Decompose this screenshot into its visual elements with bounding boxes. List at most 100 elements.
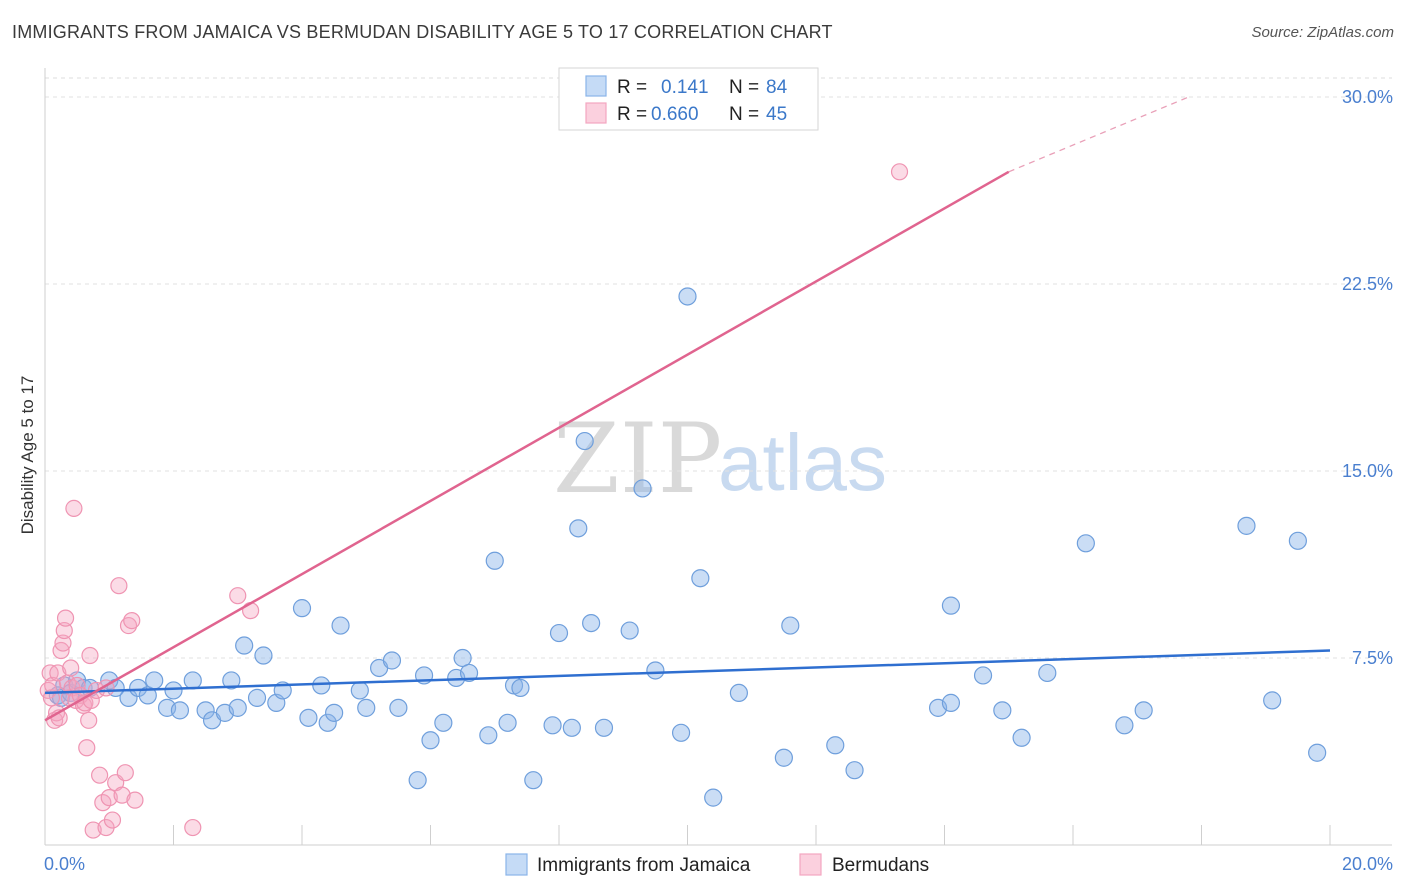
data-point-bermuda <box>113 786 131 804</box>
chart-title: IMMIGRANTS FROM JAMAICA VS BERMUDAN DISA… <box>12 22 833 42</box>
data-point-jamaica <box>1012 728 1031 747</box>
legend-r-value-bermuda: 0.660 <box>651 104 699 125</box>
legend-swatch-bermuda <box>585 102 607 124</box>
series-jamaica-points <box>48 287 1327 807</box>
data-point-jamaica <box>826 736 845 755</box>
data-point-bermuda <box>126 791 144 809</box>
data-point-jamaica <box>325 703 344 722</box>
data-point-jamaica <box>196 701 215 720</box>
data-point-jamaica <box>594 718 614 737</box>
watermark-atlas: atlas <box>718 418 887 507</box>
bottom-legend-swatch-jamaica <box>505 853 528 876</box>
y-axis-label: Disability Age 5 to 17 <box>18 376 37 535</box>
data-point-jamaica <box>145 671 164 690</box>
data-point-jamaica <box>247 688 267 707</box>
data-point-jamaica <box>382 651 402 670</box>
gridlines <box>45 77 1392 659</box>
watermark-zip: ZIP <box>553 403 722 515</box>
data-point-jamaica <box>312 676 331 695</box>
x-tick-label: 20.0% <box>1342 854 1393 874</box>
series-legend: Immigrants from Jamaica Bermudans <box>505 853 929 876</box>
y-tick-label: 15.0% <box>1342 461 1393 481</box>
data-point-jamaica <box>453 648 472 668</box>
data-point-jamaica <box>973 666 993 685</box>
y-tick-label: 7.5% <box>1352 648 1393 668</box>
data-point-jamaica <box>459 663 479 683</box>
data-point-jamaica <box>633 479 652 498</box>
data-point-bermuda <box>68 676 86 695</box>
bottom-legend-label-bermuda: Bermudans <box>832 855 929 876</box>
data-point-jamaica <box>138 686 157 705</box>
data-point-bermuda <box>56 609 75 627</box>
data-point-jamaica <box>350 681 369 700</box>
data-point-jamaica <box>691 569 710 588</box>
data-point-bermuda <box>110 577 128 595</box>
data-point-jamaica <box>1237 516 1256 535</box>
data-point-jamaica <box>774 748 793 767</box>
trend-line-bermuda <box>44 170 1010 722</box>
data-point-jamaica <box>389 698 408 717</box>
data-point-jamaica <box>183 671 202 690</box>
correlation-legend: R = 0.141 N = 84 R = 0.660 N = 45 <box>558 67 819 131</box>
y-tick-label: 30.0% <box>1342 87 1393 107</box>
data-point-jamaica <box>941 596 961 615</box>
data-point-jamaica <box>1038 663 1057 683</box>
data-point-jamaica <box>1115 716 1134 735</box>
trend-line-jamaica <box>44 649 1331 695</box>
data-point-jamaica <box>408 771 427 790</box>
data-point-jamaica <box>704 788 723 807</box>
data-point-jamaica <box>331 616 350 635</box>
data-point-jamaica <box>434 713 453 732</box>
bottom-legend-swatch-bermuda <box>799 853 822 876</box>
data-point-jamaica <box>485 551 504 570</box>
data-point-jamaica <box>235 636 254 655</box>
data-point-jamaica <box>421 731 440 750</box>
data-point-bermuda <box>103 811 122 829</box>
data-point-bermuda <box>123 611 141 630</box>
data-point-bermuda <box>119 616 138 635</box>
data-point-jamaica <box>498 713 517 732</box>
x-tick-label: 0.0% <box>44 854 85 874</box>
data-point-jamaica <box>993 701 1012 720</box>
data-point-jamaica <box>292 599 312 618</box>
data-point-bermuda <box>81 646 99 665</box>
bottom-legend-label-jamaica: Immigrants from Jamaica <box>537 855 751 876</box>
trend-lines <box>44 96 1331 722</box>
data-point-jamaica <box>318 713 337 732</box>
data-point-jamaica <box>299 708 318 727</box>
legend-n-label-jamaica: N = <box>729 77 759 98</box>
data-point-jamaica <box>1308 743 1327 762</box>
data-point-bermuda <box>54 634 72 652</box>
data-point-jamaica <box>729 683 749 703</box>
legend-swatch-jamaica <box>585 75 607 97</box>
data-point-jamaica <box>549 623 569 643</box>
data-point-jamaica <box>1263 691 1282 710</box>
data-point-bermuda <box>116 764 134 782</box>
data-point-jamaica <box>228 698 247 717</box>
data-point-bermuda <box>100 789 118 807</box>
data-point-jamaica <box>620 621 639 640</box>
legend-n-value-jamaica: 84 <box>766 77 788 98</box>
data-point-jamaica <box>646 661 665 680</box>
data-point-jamaica <box>254 646 273 665</box>
data-point-bermuda <box>890 163 909 181</box>
data-point-bermuda <box>91 766 109 784</box>
data-point-jamaica <box>1288 531 1307 550</box>
data-point-jamaica <box>781 616 800 635</box>
data-point-jamaica <box>543 716 562 735</box>
data-point-bermuda <box>80 711 98 729</box>
data-point-bermuda <box>62 659 80 677</box>
legend-r-label-bermuda: R = <box>617 104 647 125</box>
source-label: Source: ZipAtlas.com <box>1251 24 1394 41</box>
data-point-jamaica <box>845 761 864 780</box>
legend-n-value-bermuda: 45 <box>766 104 787 125</box>
data-point-bermuda <box>84 821 102 839</box>
data-point-bermuda <box>78 739 96 757</box>
data-point-jamaica <box>678 287 697 306</box>
data-point-bermuda <box>229 587 247 605</box>
data-point-bermuda <box>65 499 83 517</box>
data-point-jamaica <box>941 693 961 712</box>
data-point-jamaica <box>524 771 543 790</box>
data-point-jamaica <box>569 519 588 538</box>
